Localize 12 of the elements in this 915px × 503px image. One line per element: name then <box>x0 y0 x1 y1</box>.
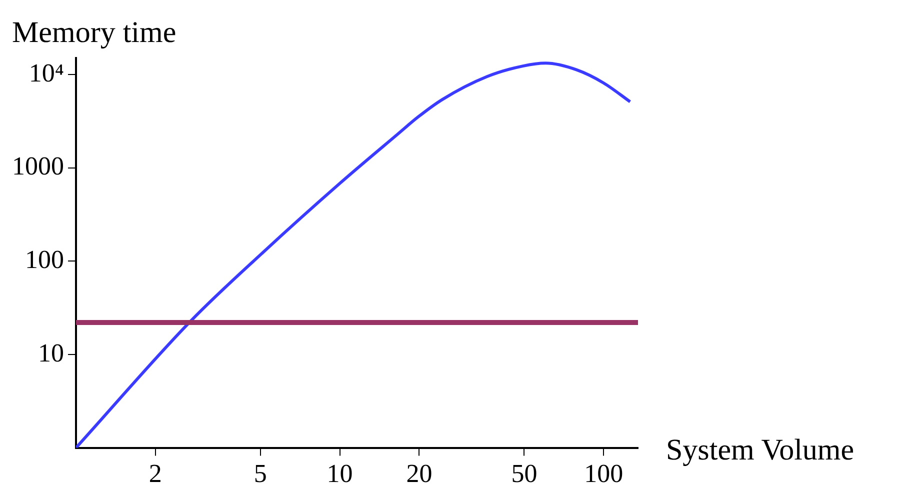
x-tick-label: 2 <box>148 459 162 488</box>
y-axis-title: Memory time <box>12 16 176 49</box>
y-tick-label: 10⁴ <box>28 58 64 88</box>
y-tick-label: 100 <box>25 244 64 274</box>
x-tick-label: 10 <box>326 459 353 488</box>
x-tick-label: 100 <box>584 459 624 488</box>
x-tick-label: 5 <box>254 459 267 488</box>
y-tick-label: 1000 <box>12 152 64 181</box>
x-axis-title: System Volume <box>666 434 854 467</box>
y-tick-label: 10 <box>38 338 64 368</box>
x-tick-label: 20 <box>406 459 432 488</box>
x-tick-label: 50 <box>511 459 538 488</box>
